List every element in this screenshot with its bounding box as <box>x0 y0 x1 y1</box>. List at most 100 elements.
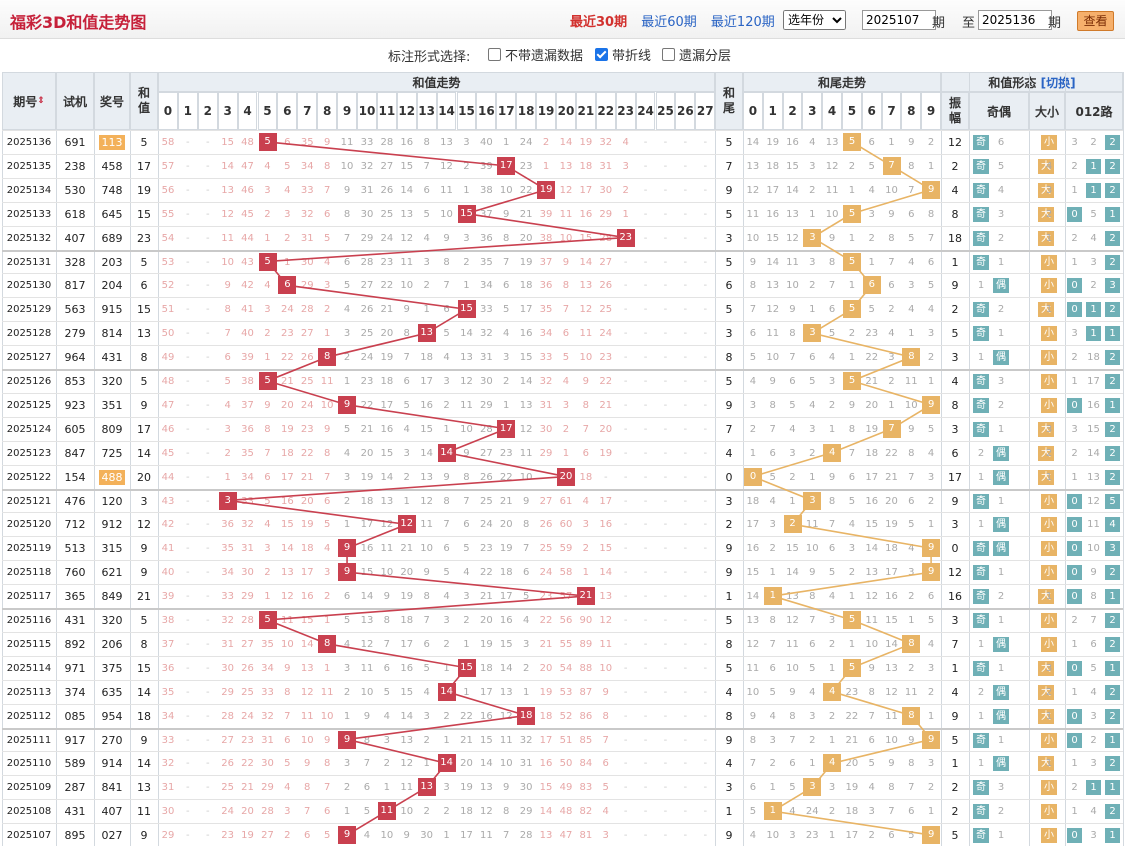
hewei-missing-value: 8 <box>749 280 757 292</box>
hewei-missing-value: 7 <box>848 447 856 459</box>
hezhi-missing-value: 9 <box>602 686 609 698</box>
period-header[interactable]: 期号 ⇕ <box>2 72 56 130</box>
hezhi-missing-value: 4 <box>443 352 450 364</box>
hewei-cell: 3 <box>725 494 733 508</box>
hewei-missing-value: 4 <box>749 376 757 387</box>
hewei-missing-value: 3 <box>908 567 915 579</box>
hezhi-col-header: 4 <box>237 92 258 130</box>
hezhi-missing-value: 28 <box>261 806 274 818</box>
hezhi-missing-value: 26 <box>599 280 613 292</box>
hezhi-missing-value: 42 <box>241 280 254 292</box>
option-polyline[interactable]: 带折线 <box>595 44 651 64</box>
hezhi-missing-value: 9 <box>323 137 331 148</box>
hezhi-missing-value: - <box>703 471 708 483</box>
hewei-missing-value: 6 <box>848 471 856 483</box>
hezhi-missing-value: 32 <box>300 208 314 220</box>
hezhi-missing-value: 1 <box>264 591 271 603</box>
hezhi-missing-value: 5 <box>443 328 450 340</box>
daxiao-cell-big: 大 <box>1038 421 1054 437</box>
hezhi-missing-value: 39 <box>539 208 553 220</box>
zhenfu-cell: 2 <box>951 303 959 317</box>
shiji-cell: 154 <box>64 470 86 484</box>
hezhi-missing-value: 14 <box>380 471 394 483</box>
hewei-ball: 4 <box>823 682 842 701</box>
hezhi-missing-value: 37 <box>161 638 175 650</box>
lu-missing-value: 5 <box>1090 208 1097 220</box>
hezhi-missing-value: 29 <box>221 686 234 698</box>
hewei-missing-value: 7 <box>888 256 895 268</box>
lu-mark: 2 <box>1105 469 1120 485</box>
hewei-missing-value: 2 <box>848 567 856 579</box>
lu-missing-value: 1 <box>1071 376 1078 387</box>
year-select[interactable]: 选年份 <box>783 10 846 30</box>
hezhi-missing-value: - <box>703 830 708 842</box>
hezhi-missing-value: - <box>623 256 628 268</box>
hewei-cell: 9 <box>725 733 733 747</box>
hewei-missing-value: 20 <box>885 495 898 507</box>
hezhi-missing-value: 7 <box>343 232 351 244</box>
hewei-missing-value: 9 <box>848 399 856 411</box>
hezhi-missing-value: 22 <box>280 352 294 364</box>
query-button[interactable]: 查看 <box>1077 11 1114 31</box>
hezhi-missing-value: 54 <box>559 662 573 674</box>
switch-link[interactable]: [切换] <box>1040 75 1076 90</box>
hewei-missing-value: 8 <box>888 782 895 794</box>
hezhi-missing-value: 8 <box>284 686 291 698</box>
hezhi-missing-value: 10 <box>420 543 433 555</box>
hezhi-missing-value: 31 <box>161 782 175 794</box>
hezhi-missing-value: 26 <box>300 352 314 364</box>
hezhi-missing-value: 1 <box>323 328 331 340</box>
hezhi-col-header: 11 <box>376 92 397 130</box>
period-cell: 2025108 <box>6 806 52 818</box>
hezhi-missing-value: 21 <box>499 495 513 507</box>
hezhi-missing-value: - <box>683 710 688 722</box>
hewei-missing-value: 1 <box>809 758 816 770</box>
hewei-cell: 8 <box>725 709 733 723</box>
hezhi-missing-value: 21 <box>599 399 613 411</box>
hezhi-missing-value: 7 <box>383 638 391 650</box>
to-period-input[interactable] <box>978 10 1052 30</box>
checkbox-layered[interactable] <box>662 47 675 61</box>
hewei-missing-value: 6 <box>868 734 875 746</box>
hezhi-missing-value: - <box>643 208 648 220</box>
daxiao-cell-big: 大 <box>1038 182 1054 198</box>
hewei-missing-value: 6 <box>908 806 915 818</box>
zhenfu-cell: 5 <box>951 829 959 843</box>
shiji-cell: 853 <box>64 375 86 388</box>
checkbox-polyline[interactable] <box>595 47 608 61</box>
hezhi-missing-value: 5 <box>284 758 291 770</box>
hezhi-missing-value: 8 <box>443 495 450 507</box>
hewei-cell: 5 <box>725 661 733 675</box>
option-no-missing[interactable]: 不带遗漏数据 <box>488 44 583 64</box>
hezhi-missing-value: 10 <box>380 567 394 579</box>
recent-120-link[interactable]: 最近120期 <box>710 15 775 30</box>
hezhi-missing-value: - <box>186 806 190 818</box>
hewei-missing-value: 6 <box>769 447 776 459</box>
hezhi-missing-value: 3 <box>284 208 291 220</box>
hewei-missing-value: 9 <box>749 710 757 722</box>
hewei-ball: 9 <box>922 826 941 845</box>
jianghao-cell: 635 <box>101 685 123 699</box>
recent-60-link[interactable]: 最近60期 <box>641 15 697 30</box>
hezhi-missing-value: 37 <box>241 399 254 411</box>
checkbox-no-missing[interactable] <box>488 47 501 61</box>
hezhi-missing-value: 23 <box>300 423 314 435</box>
hezhi-missing-value: - <box>703 352 708 364</box>
recent-30-link[interactable]: 最近30期 <box>570 15 628 30</box>
option-layered[interactable]: 遗漏分层 <box>662 44 731 64</box>
col-divider <box>56 72 57 846</box>
hezhi-missing-value: 4 <box>323 256 331 268</box>
hezhi-missing-value: 38 <box>161 615 175 626</box>
from-period-input[interactable] <box>862 10 936 30</box>
hewei-missing-value: 1 <box>888 399 895 411</box>
row-divider <box>2 225 1123 227</box>
sort-icon[interactable]: ⇕ <box>37 96 45 106</box>
lu-missing-value: 1 <box>1071 758 1078 770</box>
jiou-cell-odd: 1 <box>977 758 985 770</box>
hewei-missing-value: 5 <box>809 662 816 674</box>
hezhi-missing-value: - <box>663 567 668 579</box>
lu-header: 012路 <box>1065 92 1123 130</box>
hezhi-missing-value: 5 <box>503 304 510 316</box>
daxiao-cell-small: 小 <box>1041 135 1057 150</box>
jiou-cell-even: 1 <box>997 830 1005 842</box>
